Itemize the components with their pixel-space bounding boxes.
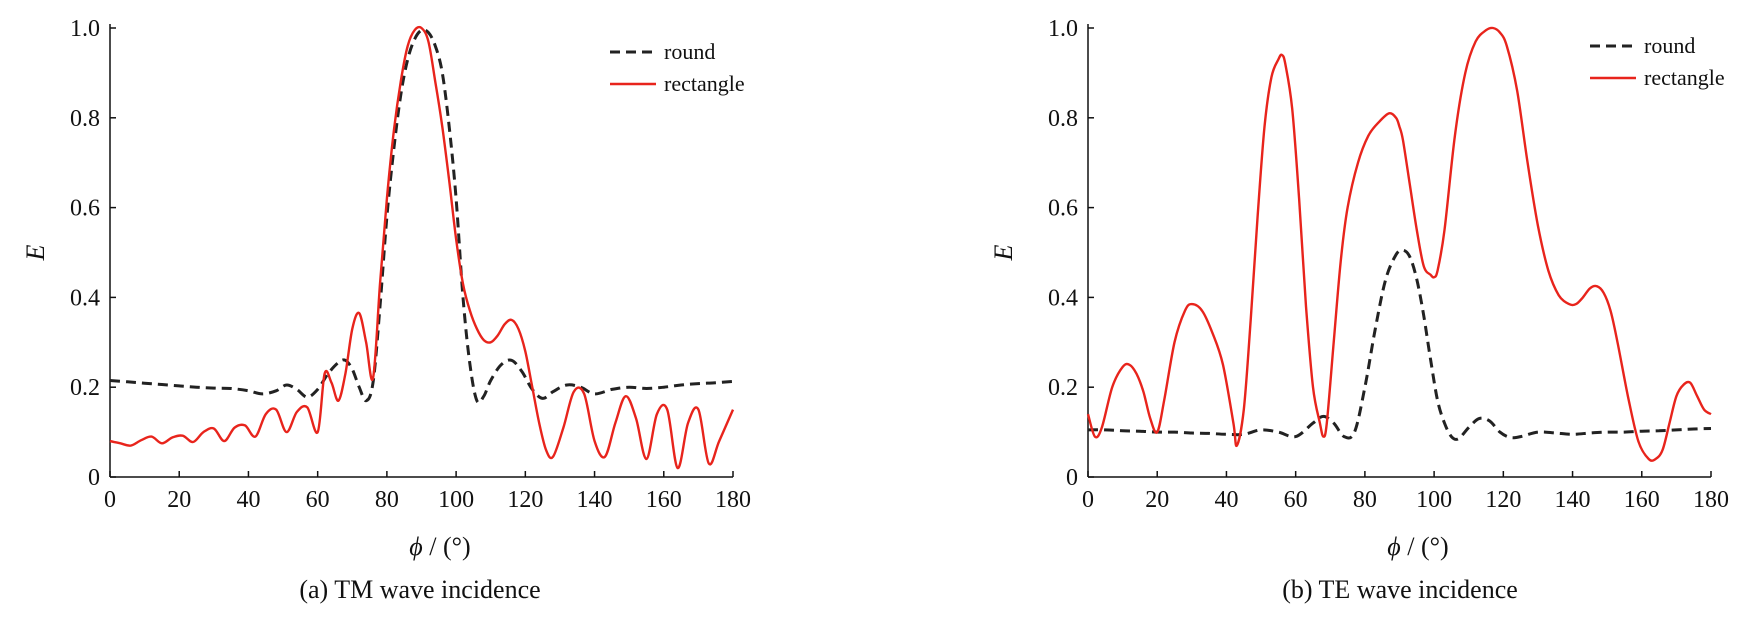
legend-label-round: round [1644, 33, 1695, 58]
legend-label-rectangle: rectangle [664, 71, 745, 96]
x-tick-label: 120 [1485, 487, 1521, 513]
x-axis-label: ϕ / (°) [1387, 532, 1448, 561]
x-tick-label: 60 [1284, 487, 1308, 513]
y-axis-label: E [21, 244, 50, 261]
x-axis-unit: / (°) [423, 532, 471, 561]
x-tick-label: 140 [1555, 487, 1591, 513]
y-tick-label: 0.4 [1048, 285, 1078, 311]
y-tick-label: 0.2 [1048, 375, 1078, 401]
y-tick-label: 0 [1066, 465, 1078, 491]
x-tick-label: 60 [306, 487, 330, 513]
y-tick-label: 0.6 [70, 196, 100, 222]
y-tick-label: 0.8 [70, 106, 100, 132]
x-tick-label: 20 [167, 487, 191, 513]
y-axis-label: E [989, 244, 1018, 261]
x-tick-label: 80 [375, 487, 399, 513]
x-tick-label: 100 [438, 487, 474, 513]
x-tick-label: 40 [236, 487, 260, 513]
legend-label-rectangle: rectangle [1644, 65, 1725, 90]
x-axis-unit: / (°) [1401, 532, 1449, 561]
chart-te-wave: 0 0.2 0.4 0.6 0.8 1.0 0 20 40 60 80 100 120 140 160 180… [989, 16, 1729, 604]
x-tick-label: 160 [646, 487, 682, 513]
y-tick-label: 1.0 [70, 16, 100, 42]
y-tick-label: 0 [88, 465, 100, 491]
x-tick-label: 160 [1624, 487, 1660, 513]
x-tick-label: 140 [577, 487, 613, 513]
x-tick-label: 0 [104, 487, 116, 513]
x-tick-label: 180 [1693, 487, 1729, 513]
chart-caption: (a) TM wave incidence [299, 575, 540, 604]
y-tick-label: 1.0 [1048, 16, 1078, 42]
series-line-rectangle [109, 25, 735, 470]
x-axis-label: ϕ / (°) [409, 532, 470, 561]
x-tick-label: 20 [1145, 487, 1169, 513]
x-axis-symbol: ϕ [409, 532, 422, 561]
series-line-rectangle [1086, 26, 1712, 462]
x-tick-label: 100 [1416, 487, 1452, 513]
chart-tm-wave: 0 0.2 0.4 0.6 0.8 1.0 0 20 40 60 80 100 120 140 160 180… [21, 16, 751, 604]
y-tick-label: 0.6 [1048, 196, 1078, 222]
y-tick-label: 0.2 [70, 375, 100, 401]
x-tick-label: 80 [1353, 487, 1377, 513]
chart-caption: (b) TE wave incidence [1282, 575, 1518, 604]
y-tick-label: 0.4 [70, 285, 100, 311]
x-tick-label: 40 [1214, 487, 1238, 513]
series-line-round [1087, 248, 1712, 441]
x-tick-label: 180 [715, 487, 751, 513]
x-tick-label: 0 [1082, 487, 1094, 513]
y-tick-label: 0.8 [1048, 106, 1078, 132]
series-line-round [109, 28, 734, 405]
x-axis-symbol: ϕ [1387, 532, 1400, 561]
legend-label-round: round [664, 39, 715, 64]
x-tick-label: 120 [507, 487, 543, 513]
